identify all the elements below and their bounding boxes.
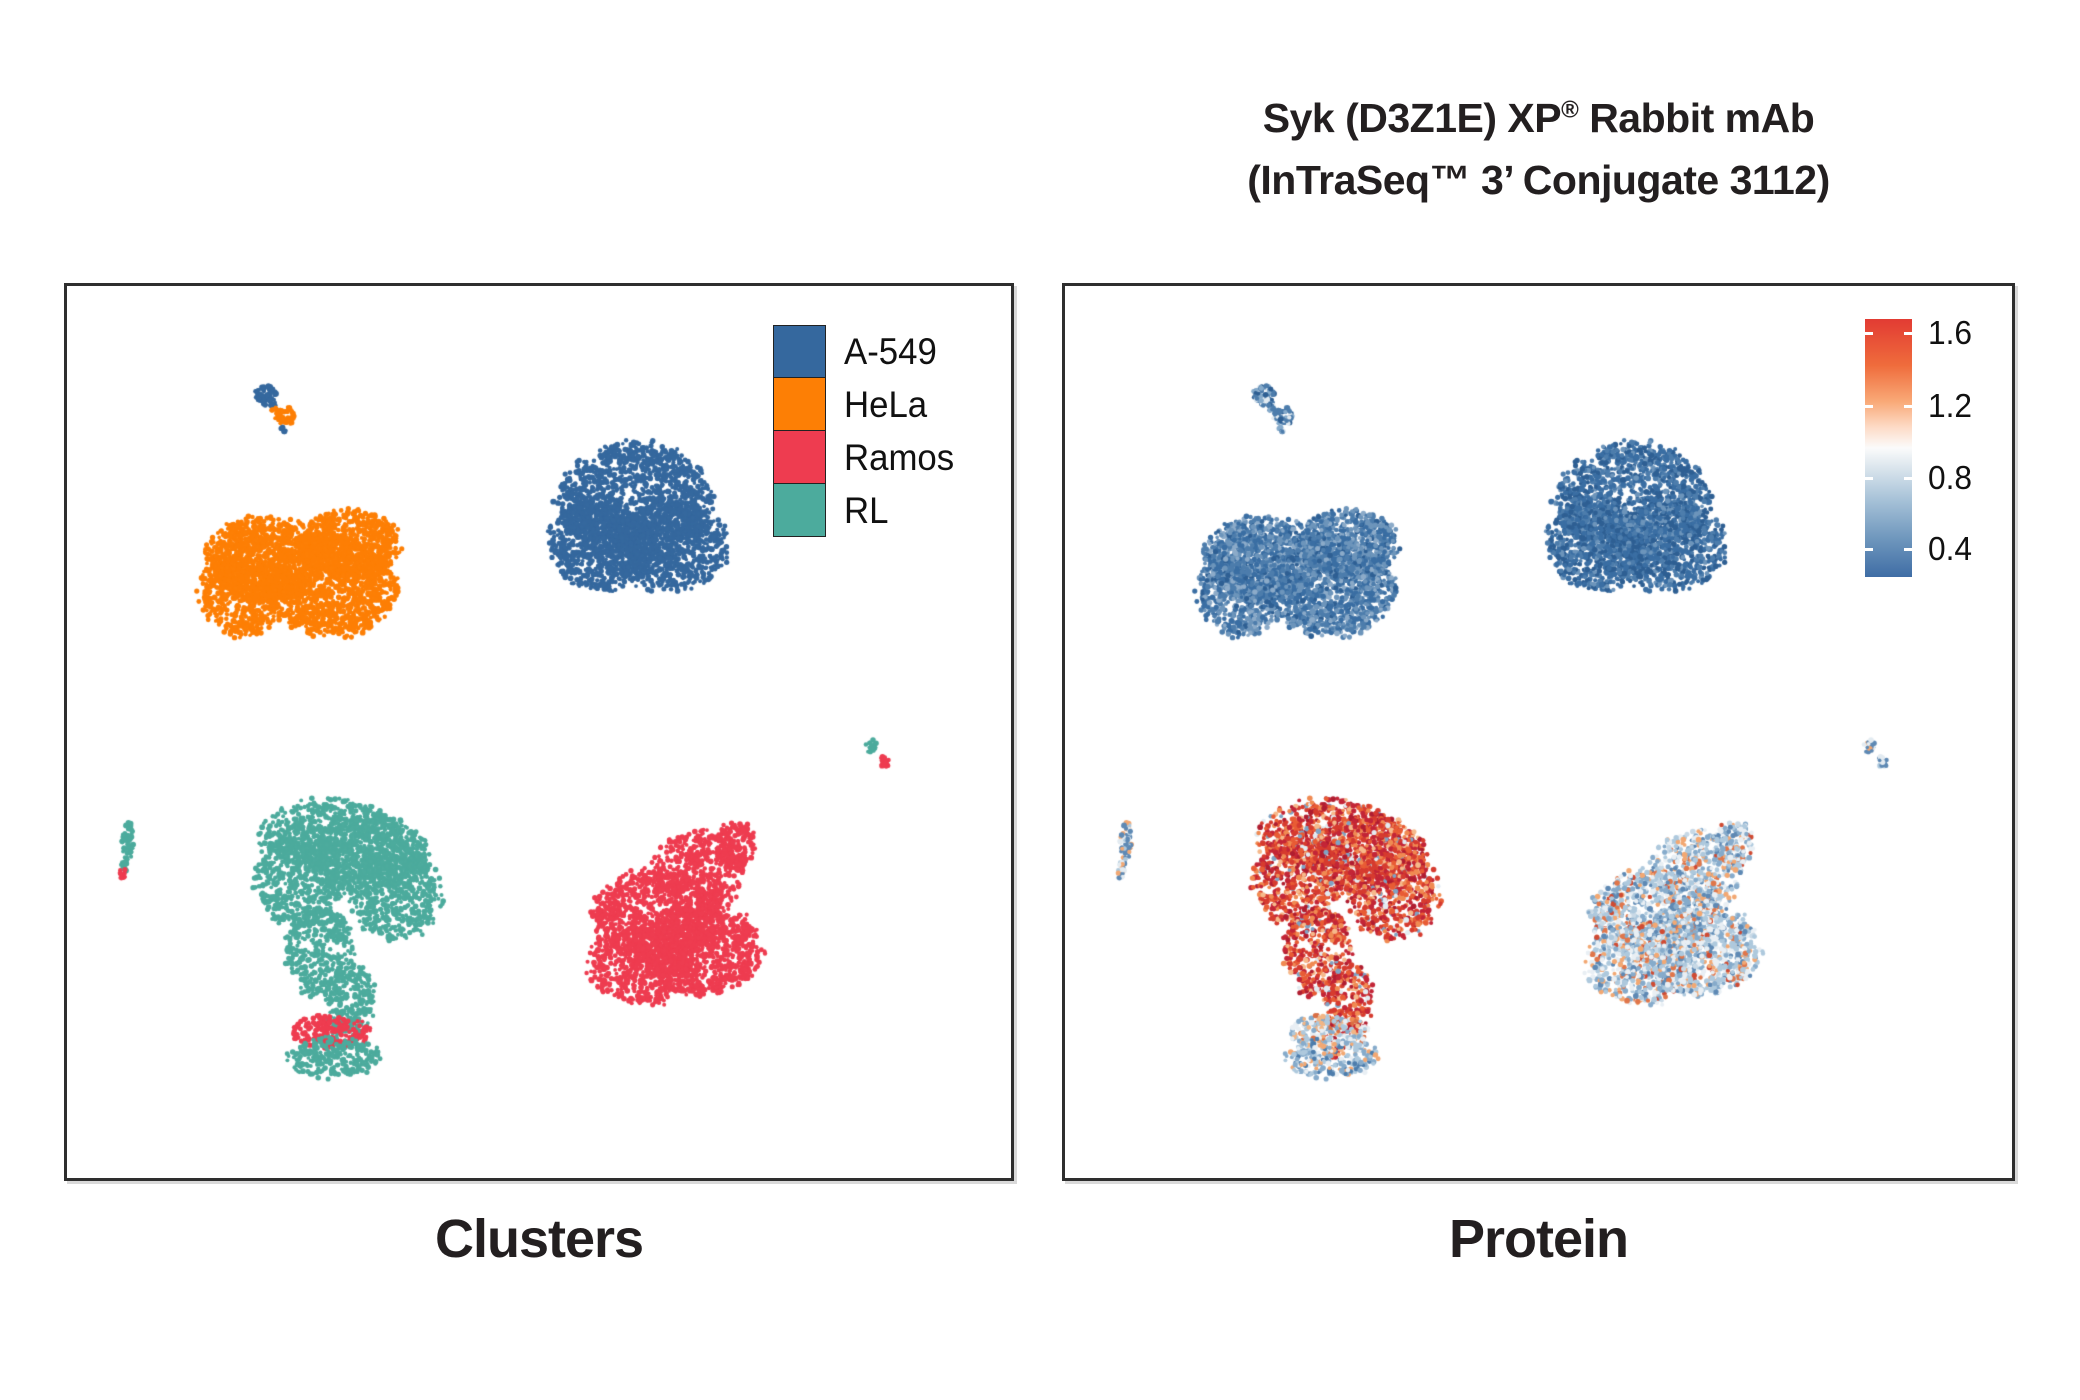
colorbar-tick-mark-right — [1904, 548, 1913, 551]
colorbar-tick-label: 0.8 — [1928, 459, 1973, 496]
protein-plot — [1062, 283, 2015, 1181]
clusters-plot — [64, 283, 1014, 1181]
colorbar-tick-mark-left — [1864, 548, 1873, 551]
colorbar-tick-mark-left — [1864, 332, 1873, 335]
colorbar-tick-mark-left — [1864, 405, 1873, 408]
protein-panel-title: Syk (D3Z1E) XP® Rabbit mAb (InTraSeq™ 3’… — [1062, 88, 2015, 211]
title-text: Syk (D3Z1E) XP — [1262, 95, 1562, 141]
hela-color-swatch — [773, 378, 826, 431]
a549-color-swatch — [773, 325, 826, 378]
legend-item-a549: A-549 — [773, 325, 961, 378]
protein-title-line1: Syk (D3Z1E) XP® Rabbit mAb — [1062, 88, 2015, 150]
title-text: Rabbit mAb — [1578, 95, 1815, 141]
legend-label: RL — [844, 489, 889, 531]
registered-trademark-symbol: ® — [1561, 96, 1579, 124]
colorbar-tick-mark-right — [1904, 405, 1913, 408]
protein-title-line2: (InTraSeq™ 3’ Conjugate 3112) — [1247, 156, 1830, 203]
ramos-color-swatch — [773, 431, 826, 484]
legend-label: A-549 — [844, 330, 937, 372]
cluster-legend: A-549 HeLa Ramos RL — [773, 325, 961, 537]
legend-item-hela: HeLa — [773, 378, 961, 431]
colorbar-tick-label: 1.2 — [1928, 387, 1973, 424]
colorbar-tick-label: 1.6 — [1928, 314, 1973, 351]
clusters-scatter-canvas — [67, 286, 1011, 1178]
colorbar-tick-mark-left — [1864, 477, 1873, 480]
legend-label: HeLa — [844, 383, 928, 425]
legend-item-rl: RL — [773, 484, 961, 537]
protein-colorbar — [1864, 319, 1913, 577]
legend-item-ramos: Ramos — [773, 431, 961, 484]
colorbar-tick-mark-right — [1904, 477, 1913, 480]
rl-color-swatch — [773, 484, 826, 537]
legend-label: Ramos — [844, 436, 955, 478]
protein-scatter-canvas — [1065, 286, 2012, 1178]
protein-caption: Protein — [1448, 1209, 1629, 1269]
colorbar-tick-mark-right — [1904, 332, 1913, 335]
clusters-caption: Clusters — [434, 1209, 644, 1269]
colorbar-tick-label: 0.4 — [1928, 530, 1973, 567]
